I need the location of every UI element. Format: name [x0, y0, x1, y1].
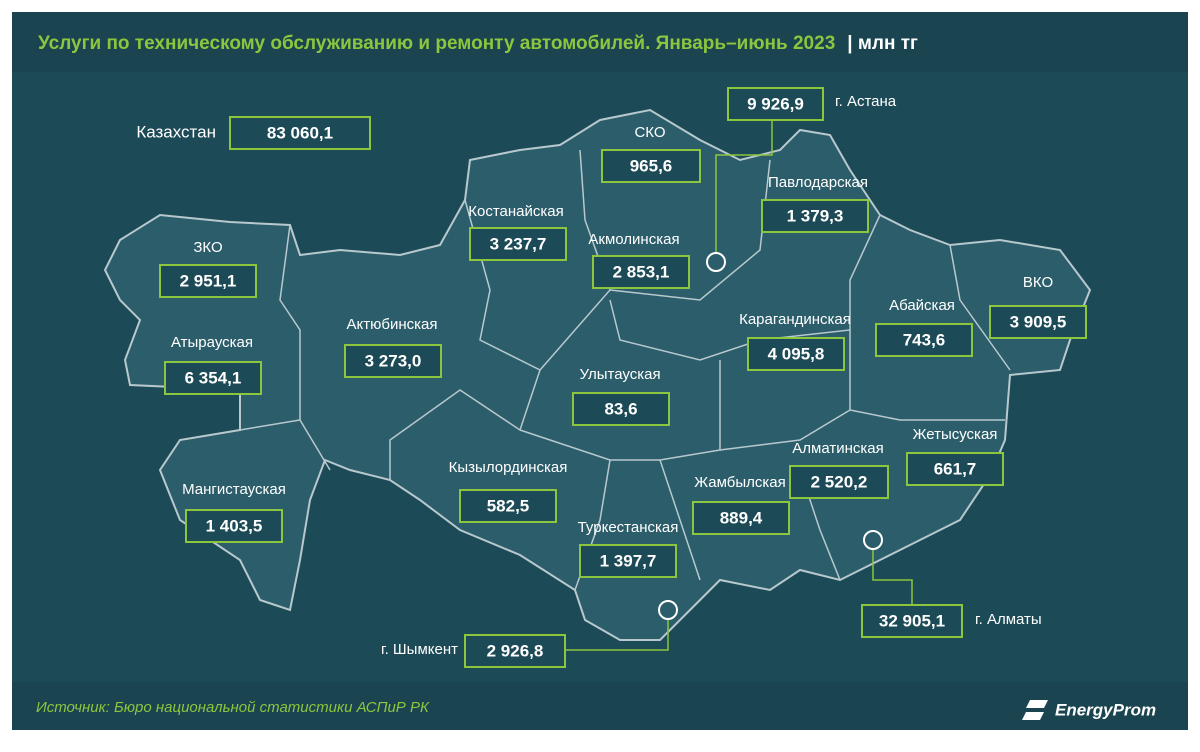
border: [949, 244, 1011, 371]
title: Услуги по техническому обслуживанию и ре…: [38, 33, 835, 54]
city-marker: [706, 252, 726, 272]
region-label: г. Шымкент: [381, 641, 458, 658]
region-label: Жетысуская: [913, 426, 998, 443]
value: 889,4: [720, 508, 763, 527]
value: 9 926,9: [747, 94, 804, 113]
value-box: [159, 264, 257, 298]
value-box: [344, 344, 442, 378]
region-label: Павлодарская: [768, 174, 868, 191]
value-box: [989, 305, 1087, 339]
region-label: ВКО: [1023, 274, 1053, 291]
value-box: [592, 255, 690, 289]
region-label: Абайская: [889, 297, 955, 314]
value-box: [875, 323, 973, 357]
value: 1 379,3: [787, 206, 844, 225]
value-box: [861, 604, 963, 638]
value-box: [185, 509, 283, 543]
region-label: Жамбылская: [694, 474, 786, 491]
value: 2 520,2: [811, 472, 868, 491]
source: Источник: Бюро национальной статистики А…: [36, 699, 430, 716]
border: [239, 224, 301, 431]
border: [389, 199, 541, 480]
value: 582,5: [487, 496, 530, 515]
value: 2 951,1: [180, 271, 237, 290]
value: 1 397,7: [600, 551, 657, 570]
region-label: Кызылординская: [449, 459, 568, 476]
callouts: Казахстан 83 060,1 СКО 965,6 г. Астана 9 926,…: [136, 87, 1087, 668]
connector: [715, 120, 773, 253]
value-box: [459, 489, 557, 523]
value: 83 060,1: [267, 123, 333, 142]
value-box: [464, 634, 566, 668]
value-box: [469, 227, 567, 261]
border: [719, 409, 851, 451]
value-box: [572, 392, 670, 426]
value: 32 905,1: [879, 611, 945, 630]
region-label: Карагандинская: [739, 311, 851, 328]
region-label: СКО: [634, 124, 665, 141]
city-marker: [658, 600, 678, 620]
value-box: [692, 501, 790, 535]
footer-band: [12, 682, 1188, 730]
region-label: Атырауская: [171, 334, 253, 351]
value-box: [761, 199, 869, 233]
connector: [872, 549, 913, 605]
region-label: Акмолинская: [588, 231, 679, 248]
region-label: Казахстан: [136, 122, 216, 141]
border: [849, 330, 1005, 421]
region-label: Мангистауская: [182, 481, 286, 498]
border: [299, 419, 331, 471]
region-label: г. Алматы: [975, 611, 1042, 628]
value: 3 273,0: [365, 351, 422, 370]
value-box: [906, 452, 1004, 486]
region-label: ЗКО: [193, 239, 222, 256]
connector: [565, 619, 669, 651]
value: 661,7: [934, 459, 977, 478]
value: 965,6: [630, 156, 673, 175]
country-outline: [103, 108, 1092, 641]
unit: | млн тг: [847, 33, 918, 54]
value-box: [789, 465, 889, 499]
value: 1 403,5: [206, 516, 263, 535]
value-box: [164, 361, 262, 395]
title-band: [12, 12, 1188, 72]
border: [659, 459, 701, 581]
value-box: [579, 544, 677, 578]
value-box: [229, 116, 371, 150]
value: 4 095,8: [768, 344, 825, 363]
value-box: [727, 87, 824, 121]
value: 2 926,8: [487, 641, 544, 660]
region-label: Костанайская: [468, 203, 564, 220]
value-box: [747, 337, 845, 371]
value-box: [601, 149, 701, 183]
value: 3 909,5: [1010, 312, 1067, 331]
city-marker: [863, 530, 883, 550]
value: 743,6: [903, 330, 946, 349]
region-label: Актюбинская: [347, 316, 438, 333]
value: 83,6: [604, 399, 637, 418]
value: 2 853,1: [613, 262, 670, 281]
region-label: Алматинская: [792, 440, 883, 457]
logo: EnergyProm: [1055, 700, 1156, 719]
region-label: Туркестанская: [578, 519, 679, 536]
value: 6 354,1: [185, 368, 242, 387]
value: 3 237,7: [490, 234, 547, 253]
logo-icon: [1022, 700, 1048, 720]
region-label: Улытауская: [579, 366, 660, 383]
region-label: г. Астана: [835, 93, 897, 110]
